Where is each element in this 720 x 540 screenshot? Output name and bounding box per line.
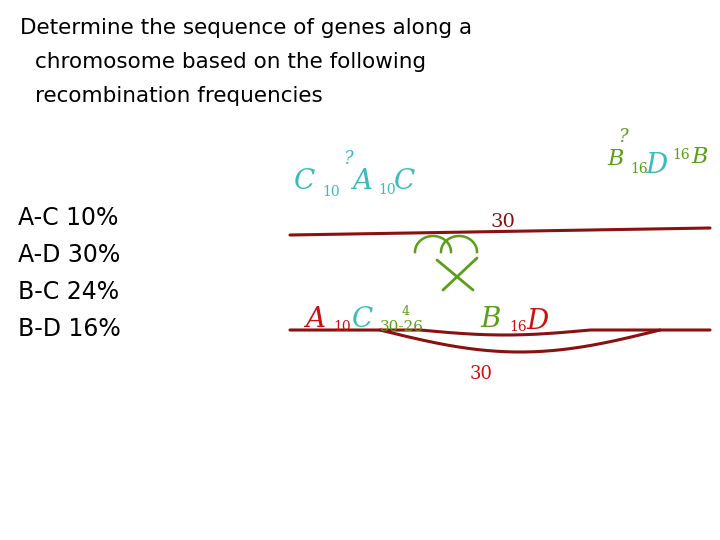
Text: A-C 10%: A-C 10%	[18, 206, 118, 230]
Text: ?: ?	[343, 150, 353, 168]
Text: 10: 10	[322, 185, 340, 199]
Text: chromosome based on the following: chromosome based on the following	[35, 52, 426, 72]
Text: C: C	[394, 168, 415, 195]
Text: 10: 10	[333, 320, 351, 334]
Text: 30-26: 30-26	[380, 320, 424, 334]
Text: 16: 16	[630, 162, 647, 176]
Text: A: A	[305, 306, 325, 333]
Text: A-D 30%: A-D 30%	[18, 243, 120, 267]
Text: recombination frequencies: recombination frequencies	[35, 86, 323, 106]
Text: B: B	[607, 148, 624, 170]
Text: B: B	[480, 306, 500, 333]
Text: D: D	[645, 152, 667, 179]
Text: B: B	[691, 146, 707, 168]
Text: ?: ?	[618, 128, 628, 146]
Text: B-C 24%: B-C 24%	[18, 280, 119, 304]
Text: B-D 16%: B-D 16%	[18, 317, 121, 341]
Text: D: D	[526, 308, 548, 335]
Text: C: C	[294, 168, 315, 195]
Text: 30: 30	[470, 365, 493, 383]
Text: 30: 30	[490, 213, 515, 231]
Text: 16: 16	[672, 148, 690, 162]
Text: Determine the sequence of genes along a: Determine the sequence of genes along a	[20, 18, 472, 38]
Text: 4: 4	[402, 305, 410, 318]
Text: A: A	[352, 168, 372, 195]
Text: C: C	[352, 306, 373, 333]
Text: 16: 16	[509, 320, 526, 334]
Text: 10: 10	[378, 183, 395, 197]
